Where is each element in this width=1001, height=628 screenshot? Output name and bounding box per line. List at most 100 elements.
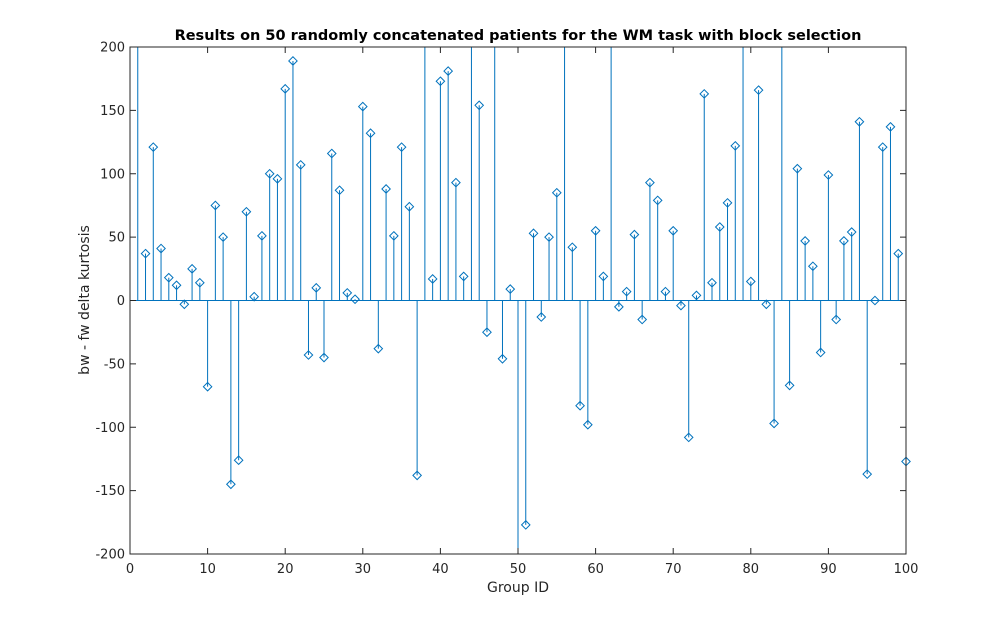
- x-axis: 0 10 20 30 40 50 60 70 80 90 100: [126, 47, 919, 577]
- x-tick-label: 30: [355, 562, 372, 577]
- stem-marker: [163, 272, 174, 283]
- stem-marker: [854, 116, 865, 127]
- x-tick-label: 50: [510, 562, 527, 577]
- stem-marker: [621, 286, 632, 297]
- y-tick-label: 100: [100, 167, 125, 182]
- stem-marker: [148, 142, 159, 153]
- stem-marker: [474, 100, 485, 111]
- stem-marker: [730, 140, 741, 151]
- x-tick-label: 60: [587, 562, 604, 577]
- stem-marker: [156, 243, 166, 254]
- stem-marker: [520, 519, 531, 530]
- stem-marker: [482, 327, 492, 338]
- stem-marker: [350, 294, 360, 305]
- stem-marker: [342, 287, 353, 298]
- y-tick-label: -50: [104, 357, 125, 372]
- stem-marker: [745, 276, 756, 287]
- x-axis-label: Group ID: [487, 580, 549, 596]
- stem-marker: [551, 187, 562, 198]
- x-tick-label: 80: [743, 562, 760, 577]
- stem-marker: [544, 232, 554, 243]
- stem-marker: [295, 159, 306, 170]
- stem-marker: [334, 185, 345, 196]
- stem-marker: [691, 290, 702, 301]
- stem-marker: [187, 263, 197, 274]
- stem-marker: [280, 83, 291, 94]
- y-tick-label: 200: [100, 41, 125, 56]
- stem-marker: [877, 142, 888, 153]
- stem-marker: [870, 295, 880, 306]
- stem-marker: [171, 280, 182, 291]
- stem-marker: [412, 470, 423, 481]
- x-tick-label: 100: [894, 562, 919, 577]
- y-tick-label: -200: [95, 548, 125, 563]
- stem-marker: [839, 236, 849, 246]
- stem-marker: [257, 230, 267, 241]
- stem-marker: [427, 274, 438, 284]
- x-tick-label: 0: [126, 562, 134, 577]
- stem-marker: [365, 128, 376, 139]
- stem-marker: [288, 56, 298, 66]
- stem-marker: [218, 232, 229, 243]
- stem-marker: [404, 201, 415, 212]
- stem-marker: [241, 206, 252, 217]
- y-axis-label: bw - fw delta kurtosis: [77, 225, 93, 375]
- stem-marker: [567, 242, 578, 253]
- stem-marker: [451, 177, 461, 188]
- stem-marker: [233, 455, 244, 466]
- stem-marker: [435, 76, 446, 87]
- stem-marker: [722, 197, 733, 208]
- stem-marker: [660, 286, 671, 297]
- stem-marker: [528, 228, 539, 239]
- stem-marker: [249, 291, 260, 302]
- y-tick-label: 0: [117, 294, 125, 309]
- stem-marker: [613, 301, 624, 312]
- stem-marker: [784, 380, 795, 391]
- stem-marker: [792, 163, 803, 174]
- stem-series: [130, 47, 911, 554]
- stem-marker: [893, 248, 904, 259]
- stem-marker: [800, 236, 811, 246]
- stem-marker: [210, 200, 221, 211]
- stem-marker: [676, 300, 686, 311]
- x-tick-label: 40: [432, 562, 449, 577]
- stem-marker: [831, 314, 842, 325]
- x-tick-label: 70: [665, 562, 682, 577]
- stem-marker: [582, 419, 593, 430]
- stem-marker: [815, 347, 826, 358]
- stem-marker: [645, 177, 655, 188]
- stem-marker: [668, 225, 679, 236]
- stem-marker: [885, 121, 896, 132]
- stem-marker: [357, 101, 368, 112]
- stem-marker: [590, 225, 601, 236]
- stem-marker: [303, 350, 314, 360]
- stem-marker: [140, 248, 151, 259]
- stem-marker: [807, 261, 818, 272]
- stem-marker: [373, 343, 384, 354]
- stem-marker: [683, 432, 694, 443]
- stem-marker: [443, 66, 454, 76]
- x-tick-label: 20: [277, 562, 294, 577]
- stem-marker: [707, 277, 717, 288]
- stem-marker: [769, 418, 779, 429]
- x-tick-label: 90: [820, 562, 837, 577]
- y-axis: -200 -150 -100 -50 0 50 100 150 200: [95, 41, 906, 563]
- stem-marker: [575, 400, 585, 411]
- stem-marker: [714, 222, 725, 232]
- stem-marker: [823, 170, 834, 180]
- stem-marker: [637, 314, 648, 325]
- y-tick-label: 150: [100, 104, 125, 119]
- stem-marker: [753, 85, 764, 96]
- stem-marker: [179, 299, 190, 310]
- stem-marker: [319, 352, 329, 363]
- stem-marker: [629, 229, 640, 240]
- stem-marker: [699, 88, 710, 99]
- stem-marker: [846, 227, 857, 237]
- stem-marker: [458, 271, 469, 282]
- stem-marker: [761, 299, 772, 310]
- y-tick-label: 50: [108, 231, 125, 246]
- x-tick-label: 10: [199, 562, 216, 577]
- stem-marker: [194, 277, 205, 288]
